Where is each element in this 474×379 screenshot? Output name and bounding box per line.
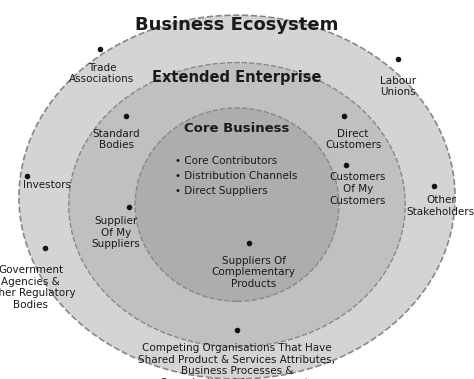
Text: Trade
Associations: Trade Associations: [69, 63, 135, 84]
Text: Business Ecosystem: Business Ecosystem: [135, 16, 339, 34]
Text: • Direct Suppliers: • Direct Suppliers: [175, 186, 268, 196]
Text: Core Business: Core Business: [184, 122, 290, 135]
Text: Government
Agencies &
Other Regulatory
Bodies: Government Agencies & Other Regulatory B…: [0, 265, 76, 310]
Text: • Distribution Channels: • Distribution Channels: [175, 171, 298, 181]
Text: Other
Stakeholders: Other Stakeholders: [407, 195, 474, 217]
Text: Suppliers Of
Complementary
Products: Suppliers Of Complementary Products: [211, 256, 296, 289]
Text: Direct
Customers: Direct Customers: [325, 129, 381, 150]
Text: • Core Contributors: • Core Contributors: [175, 156, 278, 166]
Text: Investors: Investors: [23, 180, 71, 190]
Text: Customers
Of My
Customers: Customers Of My Customers: [330, 172, 386, 206]
Text: Labour
Unions: Labour Unions: [380, 76, 416, 97]
Ellipse shape: [69, 63, 405, 347]
Text: Extended Enterprise: Extended Enterprise: [152, 70, 322, 85]
Ellipse shape: [19, 15, 455, 379]
Text: Competing Organisations That Have
Shared Product & Services Attributes,
Business: Competing Organisations That Have Shared…: [138, 343, 336, 379]
Text: Standard
Bodies: Standard Bodies: [92, 129, 140, 150]
Ellipse shape: [135, 108, 339, 301]
Text: Supplier
Of My
Suppliers: Supplier Of My Suppliers: [92, 216, 140, 249]
